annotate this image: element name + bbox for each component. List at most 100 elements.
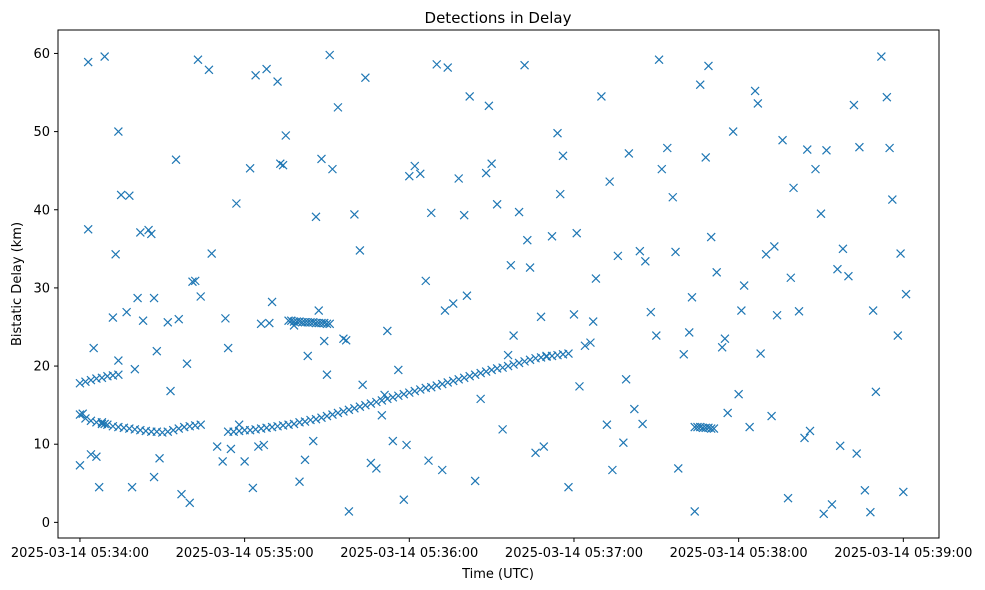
- data-point: [204, 65, 214, 75]
- data-point: [454, 374, 464, 384]
- data-point: [289, 320, 299, 330]
- data-point: [635, 246, 645, 256]
- data-point: [116, 190, 126, 200]
- data-point: [720, 334, 730, 344]
- data-point: [800, 433, 809, 443]
- data-point: [303, 351, 313, 361]
- data-point: [94, 482, 104, 492]
- data-point: [827, 499, 837, 509]
- data-point: [256, 319, 266, 329]
- data-point: [377, 410, 387, 420]
- data-point: [317, 413, 326, 423]
- data-point: [333, 408, 343, 418]
- data-point: [618, 438, 628, 448]
- data-point: [470, 370, 480, 380]
- data-point: [253, 442, 263, 451]
- data-point: [868, 306, 878, 315]
- data-point: [248, 483, 258, 493]
- data-point: [102, 420, 112, 430]
- data-point: [314, 306, 324, 315]
- data-point: [778, 135, 787, 145]
- data-point: [852, 449, 862, 459]
- data-point: [83, 224, 93, 234]
- data-point: [371, 397, 381, 407]
- data-point: [404, 171, 414, 181]
- data-point: [514, 207, 524, 217]
- data-point: [382, 326, 392, 336]
- data-point: [723, 408, 733, 418]
- data-point: [739, 281, 749, 290]
- data-point: [745, 422, 755, 432]
- data-point: [816, 209, 826, 219]
- data-point: [196, 420, 206, 430]
- data-point: [860, 485, 870, 495]
- data-point: [555, 189, 565, 199]
- data-point: [86, 416, 96, 426]
- data-point: [454, 174, 464, 183]
- data-point: [487, 159, 497, 169]
- data-point: [75, 410, 85, 419]
- data-point: [876, 52, 886, 61]
- data-point: [462, 291, 472, 301]
- data-point: [679, 349, 689, 359]
- data-point: [155, 453, 164, 463]
- x-tick-label: 2025-03-14 05:38:00: [670, 546, 808, 561]
- data-point: [487, 365, 497, 375]
- data-point: [377, 396, 387, 405]
- data-point: [492, 199, 502, 209]
- data-point: [767, 411, 777, 421]
- data-point: [558, 151, 568, 161]
- data-point: [322, 370, 332, 380]
- y-tick-label: 30: [33, 281, 50, 296]
- data-point: [470, 476, 480, 486]
- y-tick-label: 0: [42, 516, 50, 531]
- data-point: [174, 314, 184, 324]
- x-tick-label: 2025-03-14 05:36:00: [340, 546, 478, 561]
- y-axis: 0 10 20 30 40 50 60: [33, 47, 58, 531]
- data-point: [893, 331, 903, 341]
- data-point: [399, 495, 409, 505]
- data-point: [168, 425, 178, 435]
- data-point: [819, 509, 829, 519]
- data-point: [267, 297, 277, 307]
- data-point: [657, 164, 667, 174]
- data-point: [322, 411, 332, 421]
- data-point: [415, 385, 425, 394]
- data-point: [355, 245, 365, 255]
- data-point: [769, 242, 779, 251]
- data-point: [366, 399, 376, 408]
- plot-frame: [57, 29, 940, 539]
- data-point: [295, 477, 304, 487]
- data-point: [135, 227, 145, 237]
- data-point: [344, 507, 354, 516]
- data-point: [484, 101, 494, 111]
- y-tick-label: 40: [33, 203, 50, 218]
- data-point: [273, 77, 282, 87]
- data-point: [111, 249, 121, 259]
- data-point: [849, 100, 859, 110]
- data-point: [794, 306, 804, 316]
- data-point: [662, 143, 672, 153]
- data-point: [591, 274, 601, 283]
- data-point: [885, 143, 895, 153]
- data-point: [459, 210, 469, 220]
- data-point: [399, 389, 409, 399]
- data-point: [259, 440, 269, 450]
- data-point: [355, 402, 365, 412]
- data-point: [621, 374, 631, 384]
- data-point: [339, 406, 348, 416]
- data-point: [311, 414, 321, 424]
- data-point: [432, 381, 442, 391]
- data-point: [498, 363, 508, 373]
- data-point: [465, 371, 475, 381]
- data-point: [130, 364, 140, 374]
- data-point: [668, 192, 678, 202]
- data-point: [786, 273, 796, 283]
- data-point: [536, 312, 546, 322]
- data-point: [122, 307, 132, 317]
- data-point: [388, 436, 398, 446]
- data-point: [640, 256, 650, 266]
- data-point: [149, 293, 159, 303]
- data-point: [646, 307, 656, 317]
- data-point: [465, 92, 475, 101]
